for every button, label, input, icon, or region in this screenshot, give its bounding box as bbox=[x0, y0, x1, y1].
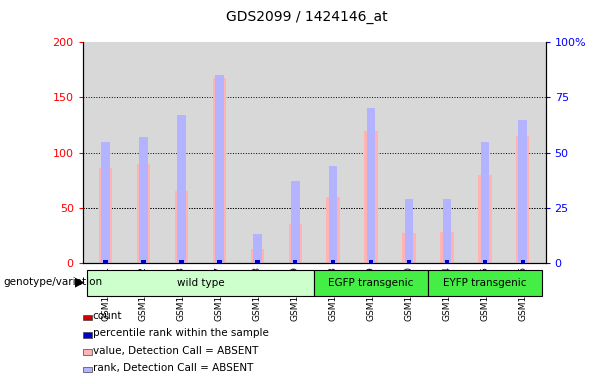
Text: GDS2099 / 1424146_at: GDS2099 / 1424146_at bbox=[226, 10, 387, 23]
Bar bbox=[175, 191, 188, 263]
FancyBboxPatch shape bbox=[428, 270, 542, 296]
Bar bbox=[482, 260, 487, 263]
FancyBboxPatch shape bbox=[86, 270, 314, 296]
Text: EGFP transgenic: EGFP transgenic bbox=[329, 278, 414, 288]
Bar bbox=[179, 260, 184, 263]
Bar bbox=[327, 197, 340, 263]
Bar bbox=[516, 136, 530, 263]
Text: percentile rank within the sample: percentile rank within the sample bbox=[93, 328, 268, 338]
Bar bbox=[478, 175, 492, 263]
Bar bbox=[177, 115, 186, 263]
Bar bbox=[141, 260, 146, 263]
Bar bbox=[443, 199, 451, 263]
Bar bbox=[141, 260, 146, 263]
Bar bbox=[520, 260, 525, 263]
FancyBboxPatch shape bbox=[314, 270, 428, 296]
Bar bbox=[369, 260, 373, 263]
Bar bbox=[402, 233, 416, 263]
Bar bbox=[103, 260, 108, 263]
Bar bbox=[329, 166, 337, 263]
Bar bbox=[101, 142, 110, 263]
Bar bbox=[255, 260, 259, 263]
Bar bbox=[291, 181, 300, 263]
Bar bbox=[405, 199, 413, 263]
Bar bbox=[331, 260, 335, 263]
Text: value, Detection Call = ABSENT: value, Detection Call = ABSENT bbox=[93, 346, 258, 356]
Text: EYFP transgenic: EYFP transgenic bbox=[443, 278, 527, 288]
Bar bbox=[251, 249, 264, 263]
Text: rank, Detection Call = ABSENT: rank, Detection Call = ABSENT bbox=[93, 363, 253, 373]
Bar bbox=[217, 260, 222, 263]
Bar bbox=[331, 260, 335, 263]
Bar bbox=[367, 109, 375, 263]
Bar bbox=[444, 260, 449, 263]
Bar bbox=[364, 131, 378, 263]
Bar bbox=[139, 137, 148, 263]
Bar bbox=[255, 260, 259, 263]
Bar bbox=[519, 119, 527, 263]
Bar bbox=[482, 260, 487, 263]
Bar bbox=[481, 142, 489, 263]
Bar bbox=[293, 260, 297, 263]
Bar bbox=[520, 260, 525, 263]
Bar bbox=[289, 224, 302, 263]
Bar bbox=[213, 78, 226, 263]
Text: wild type: wild type bbox=[177, 278, 224, 288]
Bar bbox=[215, 75, 224, 263]
Text: genotype/variation: genotype/variation bbox=[3, 277, 102, 287]
Bar bbox=[440, 232, 454, 263]
Bar bbox=[369, 260, 373, 263]
Bar bbox=[99, 168, 112, 263]
Bar bbox=[253, 234, 262, 263]
Bar bbox=[407, 260, 411, 263]
Bar bbox=[217, 260, 222, 263]
Bar bbox=[103, 260, 108, 263]
Bar bbox=[293, 260, 297, 263]
Text: count: count bbox=[93, 311, 122, 321]
Bar bbox=[407, 260, 411, 263]
Bar bbox=[179, 260, 184, 263]
Bar bbox=[444, 260, 449, 263]
Bar bbox=[137, 164, 150, 263]
Text: ▶: ▶ bbox=[75, 276, 85, 289]
